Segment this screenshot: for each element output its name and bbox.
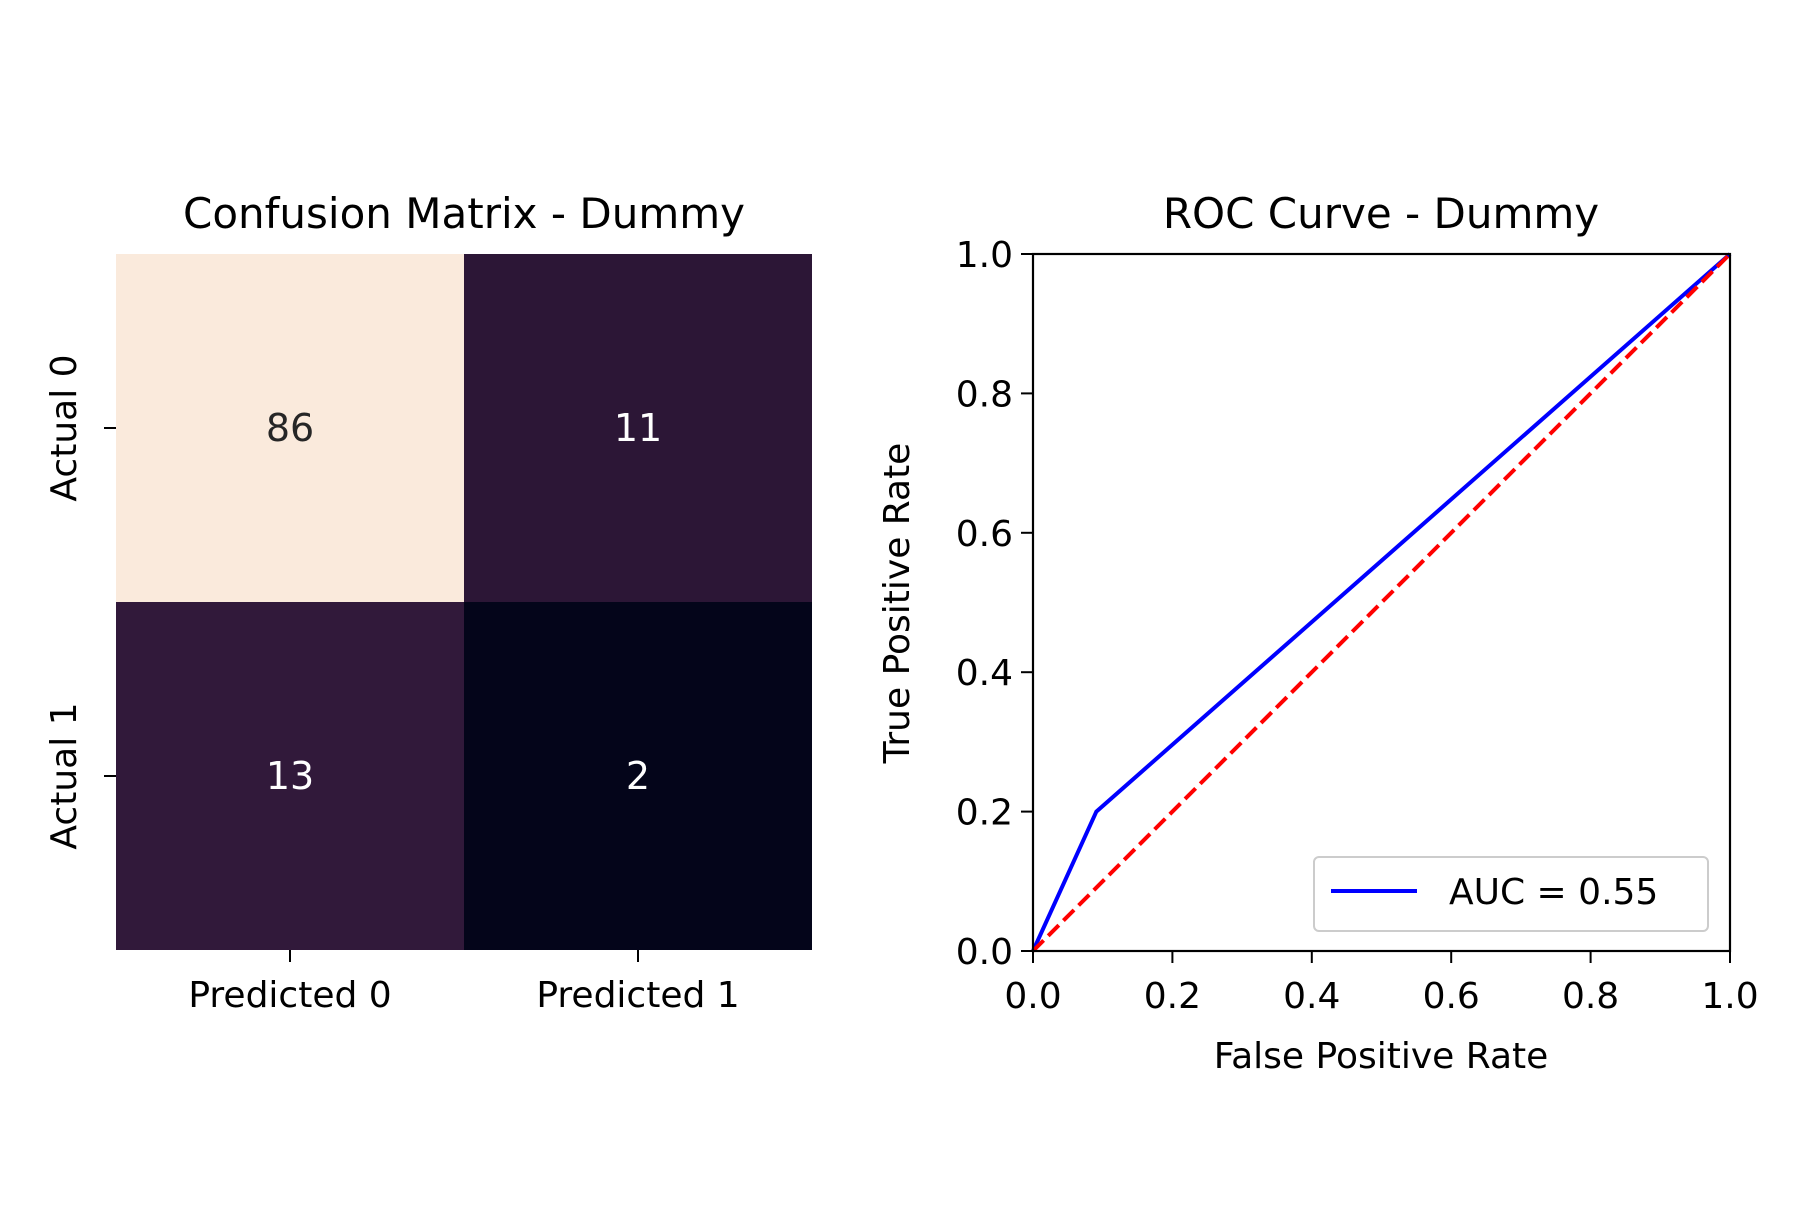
heatmap-cell [116,254,464,602]
y-tick-label: 1.0 [956,235,1013,276]
roc-legend: AUC = 0.55 [1313,856,1709,932]
roc-ticks: 0.0 0.2 0.4 0.6 0.8 1.0 0.0 0.2 0.4 0.6 0.8 1.0 [956,235,1759,1017]
heatmap-cell [464,602,812,950]
heatmap-cell-value: 2 [626,754,650,798]
y-tick-label: Actual 1 [44,702,85,849]
roc-curve-panel: ROC Curve - Dummy 0.0 0.2 0.4 0.6 0.8 1.00.00… [877,189,1759,1077]
heatmap-cell [464,254,812,602]
y-tick-label: 0.8 [956,374,1013,415]
y-tick-label: 0.0 [956,932,1013,973]
roc-curve-title: ROC Curve - Dummy [1163,189,1599,238]
heatmap-cell-value: 13 [266,754,314,798]
x-tick-label: 0.8 [1562,976,1619,1017]
x-tick-label: 1.0 [1701,976,1758,1017]
roc-series-group [1031,252,1732,953]
x-tick-label: 0.0 [1004,976,1061,1017]
confusion-matrix-title: Confusion Matrix - Dummy [183,189,745,238]
roc-line [1031,252,1732,952]
roc-y-axis-label: True Positive Rate [877,443,918,765]
x-tick-label: Predicted 0 [188,975,391,1016]
y-tick-label: 0.4 [956,653,1013,694]
y-tick-label: Actual 0 [44,354,85,501]
legend-label: AUC = 0.55 [1449,872,1658,913]
chance-line [1031,252,1732,953]
heatmap-cell [116,602,464,950]
roc-axes-frame [1031,252,1732,953]
heatmap-cell-value: 11 [614,406,662,450]
legend-frame [1313,856,1709,932]
x-tick-label: 0.6 [1423,976,1480,1017]
y-tick-label: 0.2 [956,793,1013,834]
confusion-matrix-cells: 86 11 13 2 [116,254,812,950]
confusion-matrix-panel: Confusion Matrix - Dummy 86 11 13 2 Predict… [44,189,812,1016]
heatmap-cell-value: 86 [266,406,314,450]
x-tick-label: 0.2 [1144,976,1201,1017]
x-tick-label: Predicted 1 [536,975,739,1016]
roc-x-axis-label: False Positive Rate [1214,1036,1549,1077]
y-tick-label: 0.6 [956,514,1013,555]
confusion-matrix-ticks: Predicted 0 Predicted 1 Actual 0 Actual 1 [44,354,740,1016]
x-tick-label: 0.4 [1283,976,1340,1017]
